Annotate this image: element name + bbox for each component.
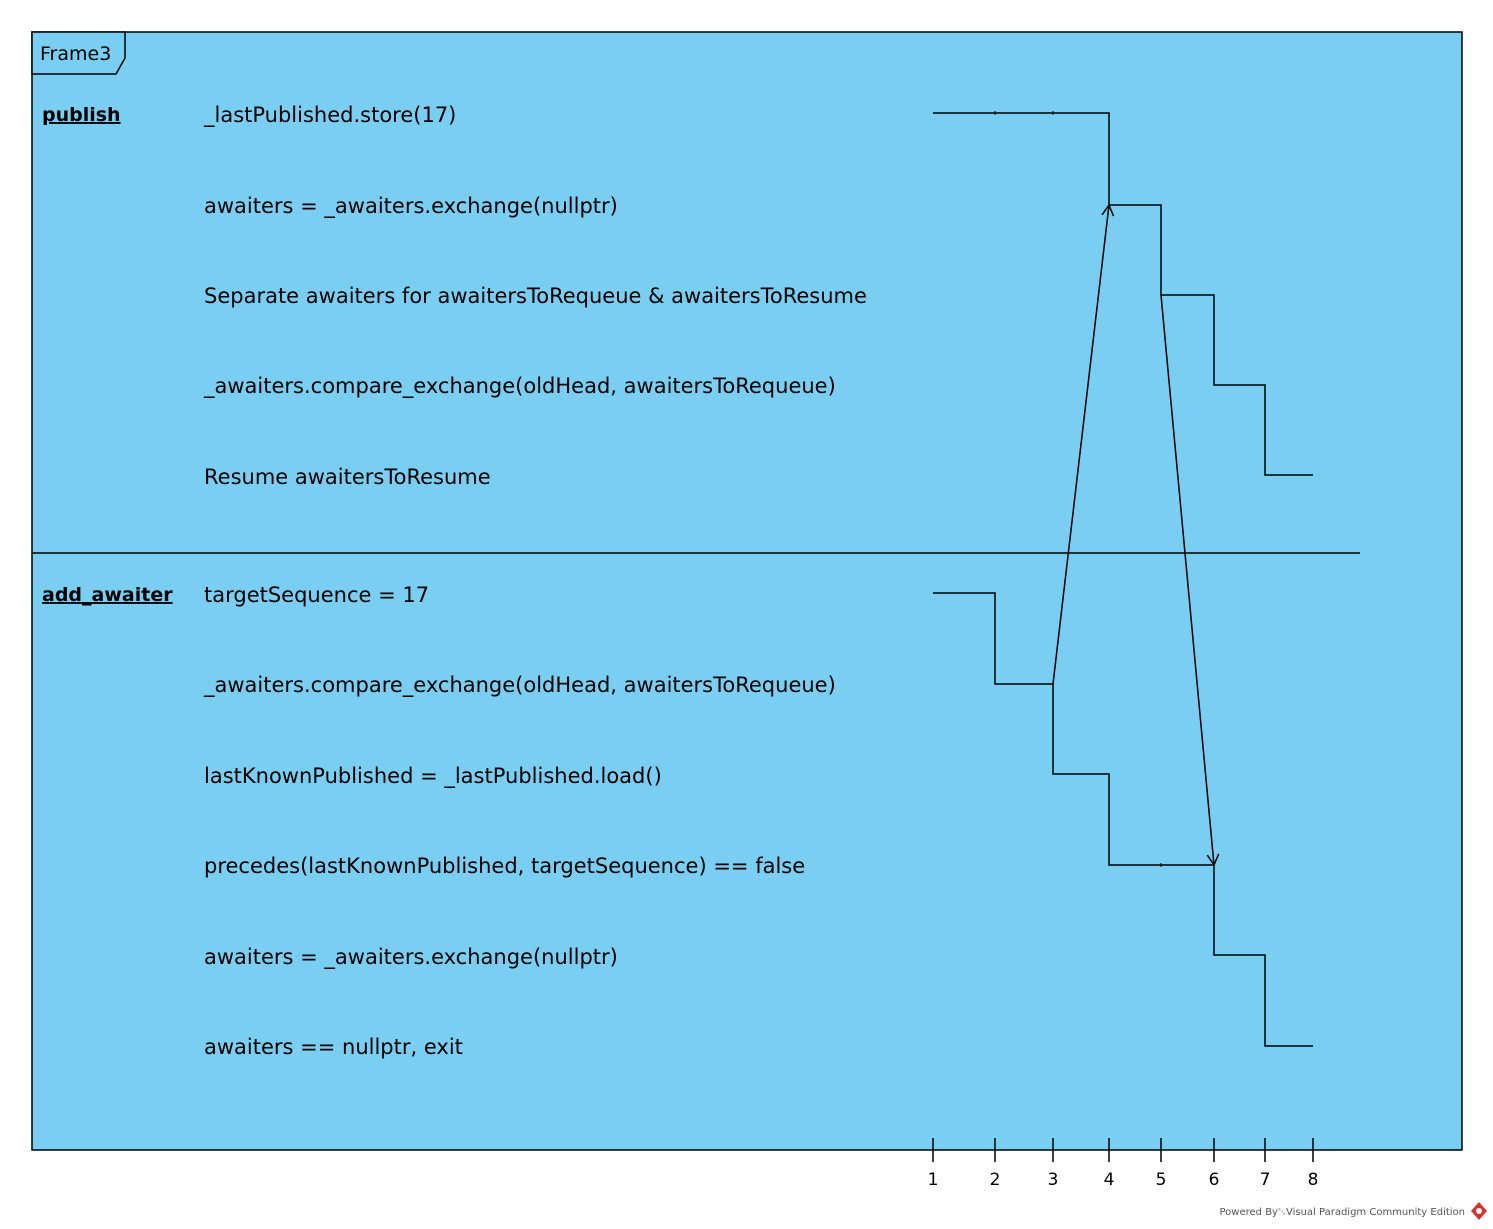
state-label: _lastPublished.store(17) xyxy=(203,103,456,128)
state-label: awaiters == nullptr, exit xyxy=(204,1035,463,1059)
time-axis: 1 2 3 4 5 6 7 8 xyxy=(928,1138,1319,1190)
timeline-segment-ticks xyxy=(994,111,1162,867)
time-tick-label: 4 xyxy=(1104,1170,1115,1190)
state-label: _awaiters.compare_exchange(oldHead, awai… xyxy=(203,374,836,399)
time-tick-label: 8 xyxy=(1308,1170,1319,1190)
messages xyxy=(1052,203,1220,867)
lifeline-name-add-awaiter: add_awaiter xyxy=(42,584,173,606)
lifeline-name-publish: publish xyxy=(42,104,121,126)
powered-by-footer: Powered By␂Visual Paradigm Community Edi… xyxy=(1220,1207,1466,1218)
state-label: Resume awaitersToResume xyxy=(204,465,491,489)
time-tick-label: 1 xyxy=(928,1170,939,1190)
time-tick-label: 2 xyxy=(990,1170,1001,1190)
state-label: _awaiters.compare_exchange(oldHead, awai… xyxy=(203,673,836,698)
time-tick-label: 5 xyxy=(1156,1170,1167,1190)
state-label: awaiters = _awaiters.exchange(nullptr) xyxy=(204,945,618,970)
state-label: targetSequence = 17 xyxy=(204,583,429,607)
message-arrowhead xyxy=(1206,853,1220,867)
time-tick-label: 3 xyxy=(1048,1170,1059,1190)
state-label: lastKnownPublished = _lastPublished.load… xyxy=(204,764,662,789)
message-line xyxy=(1052,204,1110,685)
state-label: precedes(lastKnownPublished, targetSeque… xyxy=(204,854,805,878)
timeline-publish xyxy=(933,112,1313,476)
visual-paradigm-logo-icon xyxy=(1471,1202,1487,1220)
message-line xyxy=(1160,294,1215,866)
time-tick-label: 6 xyxy=(1209,1170,1220,1190)
message-arrowhead xyxy=(1101,203,1115,217)
state-label: Separate awaiters for awaitersToRequeue … xyxy=(204,284,867,308)
timeline-add-awaiter xyxy=(933,592,1313,1047)
state-label: awaiters = _awaiters.exchange(nullptr) xyxy=(204,194,618,219)
frame-tab xyxy=(31,31,126,75)
time-tick-label: 7 xyxy=(1260,1170,1271,1190)
frame-title: Frame3 xyxy=(40,43,111,65)
frame-body xyxy=(31,31,1463,1151)
